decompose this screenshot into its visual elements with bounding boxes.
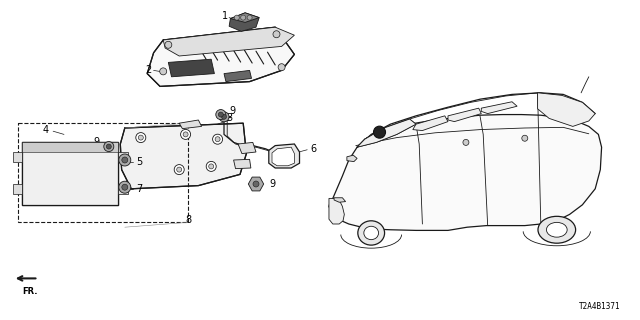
Polygon shape — [269, 144, 300, 168]
Circle shape — [247, 15, 252, 20]
Circle shape — [522, 135, 528, 141]
Text: T2A4B1371: T2A4B1371 — [579, 302, 621, 311]
Circle shape — [218, 112, 223, 117]
Polygon shape — [329, 198, 344, 224]
Circle shape — [374, 126, 385, 138]
Text: FR.: FR. — [22, 287, 38, 296]
Text: 9: 9 — [93, 137, 99, 148]
Text: 1: 1 — [222, 11, 228, 21]
Polygon shape — [329, 115, 602, 230]
Polygon shape — [334, 198, 346, 202]
Circle shape — [212, 134, 223, 144]
Polygon shape — [120, 123, 246, 189]
Text: 9: 9 — [269, 179, 275, 189]
Polygon shape — [538, 93, 595, 126]
Polygon shape — [163, 27, 294, 56]
Ellipse shape — [547, 222, 567, 237]
Text: 6: 6 — [310, 144, 317, 154]
Circle shape — [241, 15, 246, 20]
Circle shape — [206, 161, 216, 172]
Circle shape — [278, 64, 285, 71]
Circle shape — [119, 154, 131, 166]
Text: 9: 9 — [229, 106, 236, 116]
Text: 8: 8 — [186, 215, 192, 225]
Circle shape — [221, 114, 227, 119]
Polygon shape — [230, 13, 259, 22]
Text: 7: 7 — [136, 184, 143, 195]
Polygon shape — [234, 159, 251, 169]
Circle shape — [122, 157, 128, 163]
Circle shape — [216, 109, 226, 120]
Circle shape — [273, 31, 280, 38]
Polygon shape — [22, 142, 118, 205]
Text: 4: 4 — [43, 125, 49, 135]
Text: 2: 2 — [145, 65, 152, 76]
Ellipse shape — [538, 216, 575, 243]
Polygon shape — [347, 155, 357, 162]
Polygon shape — [22, 142, 118, 152]
Circle shape — [138, 135, 143, 140]
Circle shape — [253, 181, 259, 187]
Circle shape — [234, 15, 239, 20]
Circle shape — [463, 140, 469, 145]
Polygon shape — [248, 177, 264, 191]
Ellipse shape — [358, 221, 385, 245]
Circle shape — [136, 132, 146, 143]
Circle shape — [177, 167, 182, 172]
Polygon shape — [272, 147, 294, 166]
Polygon shape — [229, 13, 259, 31]
Circle shape — [165, 41, 172, 48]
Circle shape — [174, 164, 184, 175]
Circle shape — [219, 112, 229, 122]
Polygon shape — [13, 184, 22, 194]
Polygon shape — [357, 119, 416, 147]
Text: 5: 5 — [136, 157, 143, 167]
Polygon shape — [168, 59, 214, 77]
Polygon shape — [238, 142, 256, 154]
Polygon shape — [118, 152, 128, 162]
Polygon shape — [179, 120, 202, 129]
Circle shape — [106, 144, 111, 149]
Circle shape — [122, 184, 128, 190]
Text: 3: 3 — [226, 113, 232, 123]
Bar — [18, 123, 188, 222]
Polygon shape — [448, 108, 481, 122]
Circle shape — [180, 129, 191, 140]
Polygon shape — [118, 184, 128, 194]
Polygon shape — [224, 70, 252, 82]
Circle shape — [119, 181, 131, 193]
Circle shape — [215, 137, 220, 142]
Circle shape — [209, 164, 214, 169]
Circle shape — [104, 141, 114, 152]
Ellipse shape — [364, 226, 378, 240]
Polygon shape — [413, 116, 448, 131]
Circle shape — [183, 132, 188, 137]
Polygon shape — [481, 102, 517, 114]
Polygon shape — [13, 152, 22, 162]
Polygon shape — [147, 27, 294, 86]
Circle shape — [160, 68, 166, 75]
